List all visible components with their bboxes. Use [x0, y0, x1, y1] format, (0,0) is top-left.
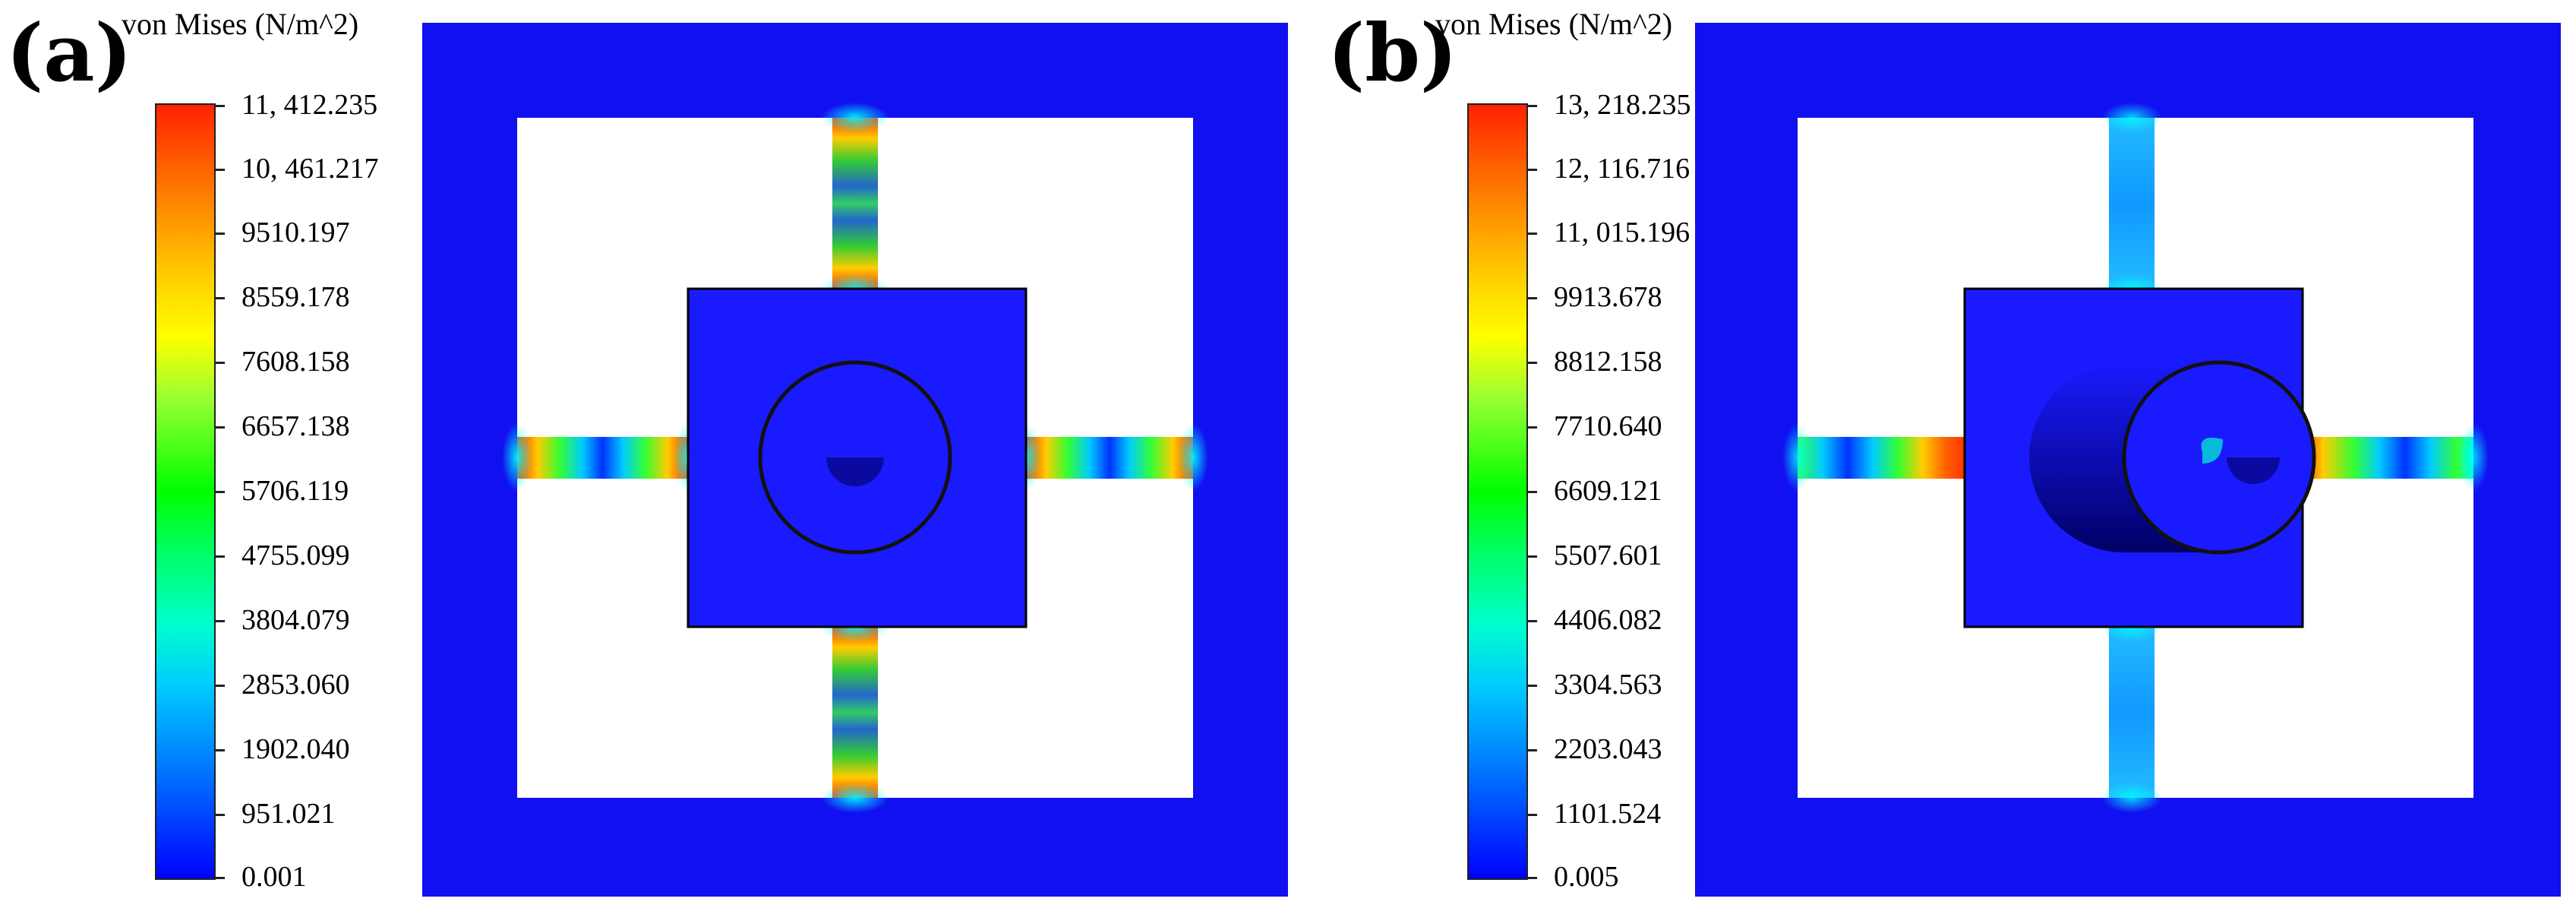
beam-bottom: [832, 627, 878, 798]
stress-hotspot: [2201, 438, 2223, 463]
panel-label: (a): [6, 6, 132, 100]
tick: [214, 877, 225, 879]
tick-label: 12, 116.716: [1554, 153, 1690, 185]
tick: [214, 749, 225, 751]
beam-right: [2303, 437, 2473, 479]
tick: [1526, 620, 1537, 622]
beam-left: [517, 437, 688, 479]
beam-top: [832, 118, 878, 289]
circular-feature: [2122, 360, 2316, 555]
tick: [1526, 814, 1537, 816]
stress-glow: [2101, 103, 2162, 133]
tick-label: 13, 218.235: [1554, 89, 1691, 121]
tick: [214, 426, 225, 429]
tick-label: 7710.640: [1554, 410, 1662, 442]
stress-glow: [2458, 423, 2489, 492]
tick-label: 10, 461.217: [242, 153, 379, 185]
colorbar: 13, 218.235 12, 116.716 11, 015.196 9913…: [1467, 89, 1691, 893]
tick: [214, 169, 225, 171]
tick: [1526, 685, 1537, 687]
tick: [1526, 233, 1537, 235]
legend-title: von Mises (N/m^2): [1435, 7, 1673, 41]
tick-label: 3804.079: [242, 604, 350, 636]
tick-label: 5706.119: [242, 475, 349, 507]
panel-a: (a) von Mises (N/m^2) 11, 412.235 10, 46…: [6, 6, 1288, 897]
legend-title: von Mises (N/m^2): [122, 7, 359, 41]
tick: [1526, 105, 1537, 107]
tick-label: 9913.678: [1554, 281, 1662, 313]
tick: [1526, 426, 1537, 429]
tick-label: 951.021: [242, 798, 336, 830]
beam-right: [1026, 437, 1193, 479]
stress-glow: [1178, 423, 1208, 492]
tick-label: 1101.524: [1554, 798, 1662, 830]
tick-label: 8812.158: [1554, 346, 1662, 378]
tick: [1526, 877, 1537, 879]
tick: [214, 491, 225, 493]
tick: [214, 620, 225, 622]
tick-label: 6657.138: [242, 410, 350, 442]
tick: [1526, 491, 1537, 493]
stress-glow: [2101, 783, 2162, 813]
tick-label: 0.001: [242, 861, 307, 893]
tick-label: 8559.178: [242, 281, 350, 313]
stress-glow: [1782, 423, 1813, 492]
stress-plot: [1695, 23, 2561, 897]
tick: [214, 362, 225, 364]
tick-label: 7608.158: [242, 346, 350, 378]
stress-plot-svg: [1695, 23, 2561, 897]
center-hole: [2227, 457, 2280, 484]
tick-label: 2853.060: [242, 669, 350, 701]
tick-label: 11, 412.235: [242, 89, 378, 121]
tick: [1526, 297, 1537, 299]
tick-label: 4755.099: [242, 539, 350, 571]
tick-label: 0.005: [1554, 861, 1619, 893]
stress-plot: [422, 23, 1288, 897]
panel-label: (b): [1327, 6, 1458, 100]
colorbar: 11, 412.235 10, 461.217 9510.197 8559.17…: [155, 89, 379, 893]
tick: [1526, 555, 1537, 558]
tick-label: 9510.197: [242, 217, 350, 248]
tick: [214, 233, 225, 235]
tick: [214, 105, 225, 107]
tick: [1526, 749, 1537, 751]
tick: [214, 297, 225, 299]
tick-label: 1902.040: [242, 733, 350, 765]
tick: [214, 814, 225, 816]
beam-top: [2109, 118, 2155, 289]
beam-bottom: [2109, 627, 2155, 798]
tick-label: 3304.563: [1554, 669, 1662, 701]
stress-plot-svg: [422, 23, 1288, 897]
tick: [214, 555, 225, 558]
tick-label: 2203.043: [1554, 733, 1662, 765]
tick-label: 6609.121: [1554, 475, 1662, 507]
stress-glow: [821, 783, 889, 813]
tick: [214, 685, 225, 687]
tick-label: 5507.601: [1554, 539, 1662, 571]
panel-b: (b) von Mises (N/m^2) 13, 218.235 12, 11…: [1321, 0, 2576, 908]
center-hole: [826, 457, 884, 486]
tick: [1526, 169, 1537, 171]
tick: [1526, 362, 1537, 364]
stress-glow: [821, 103, 889, 133]
stress-glow: [502, 423, 532, 492]
tick-label: 11, 015.196: [1554, 217, 1690, 248]
tick-label: 4406.082: [1554, 604, 1662, 636]
beam-left: [1798, 437, 1965, 479]
